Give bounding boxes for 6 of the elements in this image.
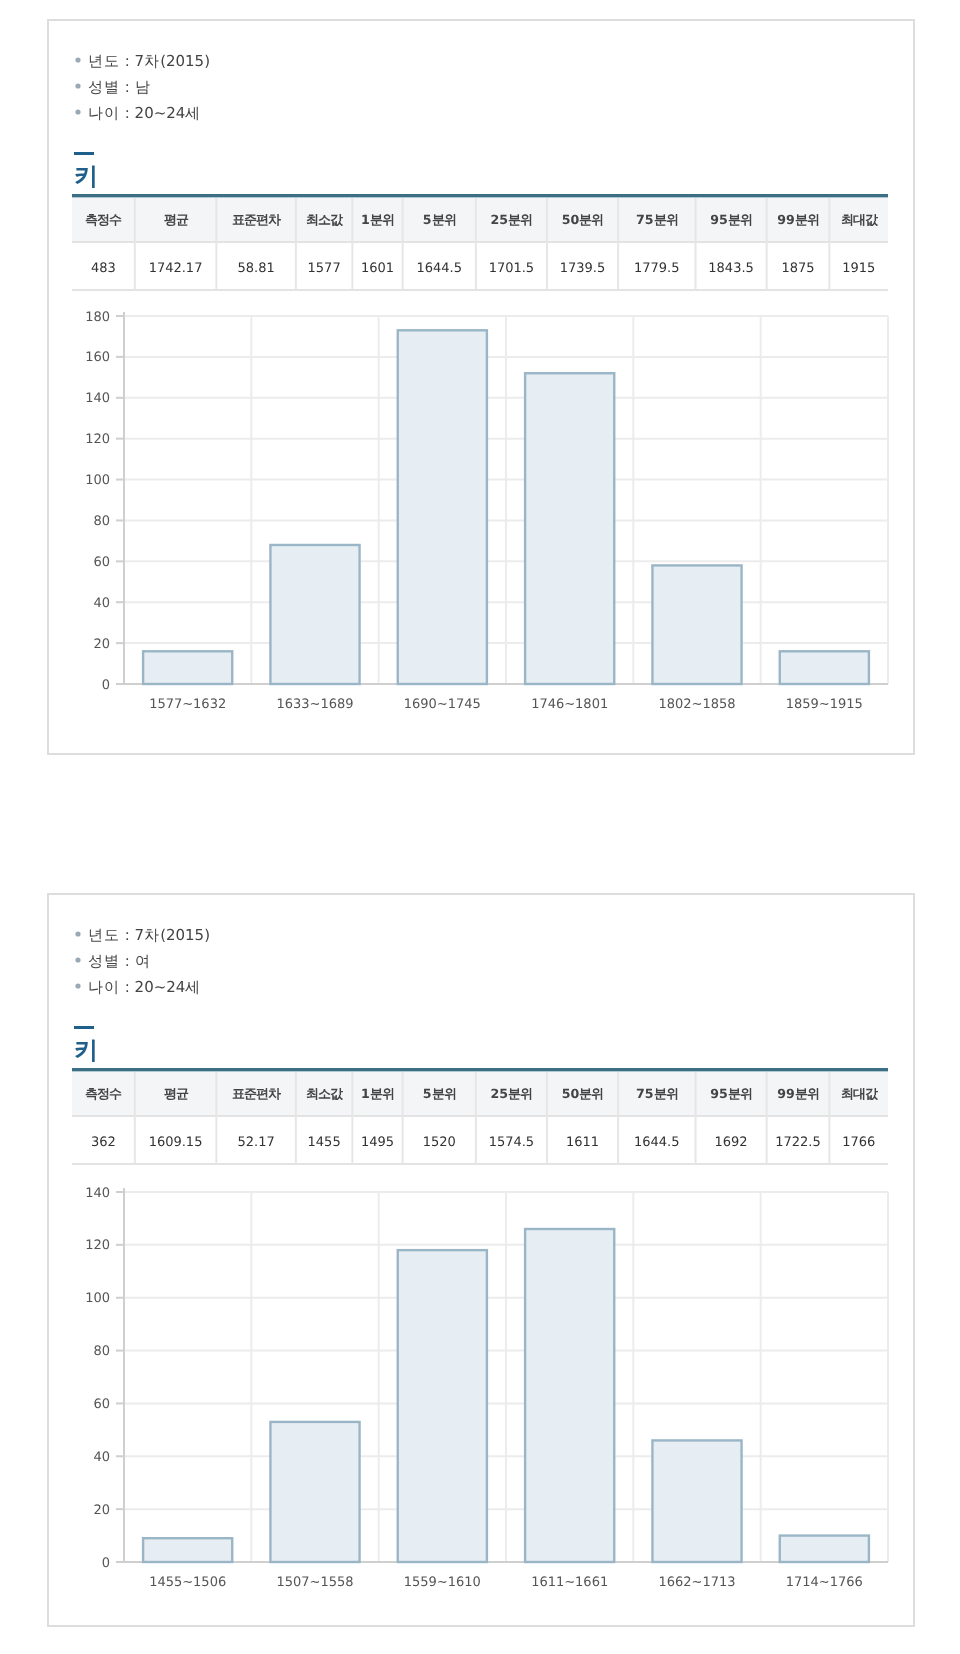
bar	[778, 650, 871, 686]
bar	[141, 650, 234, 686]
bar	[141, 1537, 234, 1564]
text: 키	[74, 1036, 98, 1064]
text: 키	[74, 162, 98, 190]
bar	[778, 1534, 871, 1564]
